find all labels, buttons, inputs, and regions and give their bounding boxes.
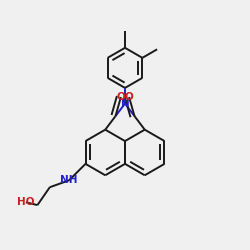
Text: HO: HO — [17, 197, 35, 207]
Text: N: N — [121, 98, 130, 108]
Text: O: O — [125, 92, 134, 102]
Text: NH: NH — [60, 175, 78, 185]
Text: O: O — [116, 92, 125, 102]
